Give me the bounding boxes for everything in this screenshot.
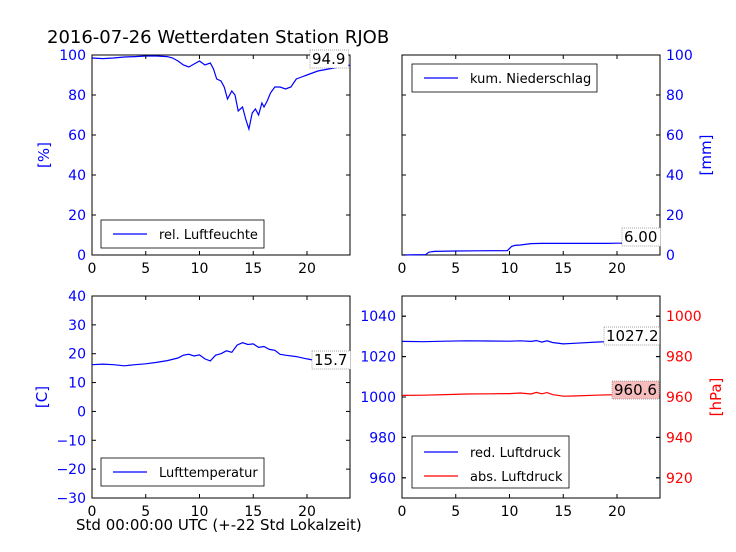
y-tick-label: 1000 xyxy=(360,390,396,406)
temperature-last-value: 15.7 xyxy=(314,351,347,369)
humidity-line xyxy=(91,55,351,132)
absolute-pressure-last-value: 960.6 xyxy=(614,381,657,399)
y-tick-label: 960 xyxy=(666,390,693,406)
legend-label: Lufttemperatur xyxy=(159,466,258,481)
precipitation-last-value: 6.00 xyxy=(624,228,657,246)
precipitation-last-value-box xyxy=(621,227,661,247)
y-tick-label: −10 xyxy=(56,433,86,449)
y-tick-label: 0 xyxy=(77,404,86,420)
y-tick-label: 0 xyxy=(666,248,675,264)
reduced-pressure-last-value-box xyxy=(603,326,660,346)
reduced-pressure-line xyxy=(401,339,661,345)
humidity-last-value-box xyxy=(309,49,349,69)
y-tick-label: 920 xyxy=(666,471,693,487)
y-tick-label: 1040 xyxy=(360,309,396,325)
legend-box xyxy=(411,435,570,489)
humidity-y-axis-label: [%] xyxy=(35,142,53,168)
y-tick-label: 60 xyxy=(666,128,684,144)
x-tick-label: 0 xyxy=(398,261,407,277)
x-tick-label: 10 xyxy=(191,504,209,520)
x-tick-label: 20 xyxy=(608,261,626,277)
x-tick-label: 5 xyxy=(141,504,150,520)
precipitation-line xyxy=(401,242,660,256)
y-tick-label: 960 xyxy=(369,471,396,487)
y-tick-label: 20 xyxy=(68,347,86,363)
chart-title: 2016-07-26 Wetterdaten Station RJOB xyxy=(47,27,390,48)
x-tick-label: 15 xyxy=(554,261,572,277)
y-tick-label: 40 xyxy=(68,289,86,305)
absolute-pressure-last-value-box xyxy=(611,380,660,400)
precipitation-y-axis-label: [mm] xyxy=(697,135,715,176)
x-axis-label: Std 00:00:00 UTC (+-22 Std Lokalzeit) xyxy=(76,516,362,534)
y-tick-label: 940 xyxy=(666,430,693,446)
x-tick-label: 10 xyxy=(501,504,519,520)
y-tick-label: 1020 xyxy=(360,350,396,366)
y-tick-label: 80 xyxy=(68,88,86,104)
x-tick-label: 5 xyxy=(141,261,150,277)
y-tick-label: 1000 xyxy=(666,309,702,325)
x-tick-label: 15 xyxy=(554,504,572,520)
x-tick-label: 20 xyxy=(298,261,316,277)
y-tick-label: 40 xyxy=(68,168,86,184)
y-tick-label: 40 xyxy=(666,168,684,184)
y-tick-label: 0 xyxy=(77,248,86,264)
x-tick-label: 15 xyxy=(244,261,262,277)
x-tick-label: 0 xyxy=(88,261,97,277)
y-tick-label: 60 xyxy=(68,128,86,144)
y-tick-label: 80 xyxy=(666,88,684,104)
x-tick-label: 5 xyxy=(451,261,460,277)
y-tick-label: 20 xyxy=(68,208,86,224)
y-tick-label: 100 xyxy=(59,48,86,64)
y-tick-label: 10 xyxy=(68,376,86,392)
legend-label: kum. Niederschlag xyxy=(470,72,591,87)
y-tick-label: −30 xyxy=(56,491,86,507)
humidity-last-value: 94.9 xyxy=(312,50,345,68)
x-tick-label: 20 xyxy=(608,504,626,520)
x-tick-label: 0 xyxy=(398,504,407,520)
absolute-pressure-line xyxy=(401,391,661,397)
legend-label: rel. Luftfeuchte xyxy=(159,228,258,243)
x-tick-label: 15 xyxy=(244,504,262,520)
y-tick-label: 30 xyxy=(68,318,86,334)
temperature-last-value-box xyxy=(311,350,351,370)
y-tick-label: 100 xyxy=(666,48,693,64)
pressure-y-axis-label: [hPa] xyxy=(707,378,725,417)
x-tick-label: 5 xyxy=(451,504,460,520)
temperature-line xyxy=(91,342,351,367)
y-tick-label: 980 xyxy=(369,430,396,446)
y-tick-label: 980 xyxy=(666,350,693,366)
x-tick-label: 20 xyxy=(298,504,316,520)
legend-label: abs. Luftdruck xyxy=(470,470,563,485)
legend-label: red. Luftdruck xyxy=(470,446,561,461)
y-tick-label: 20 xyxy=(666,208,684,224)
x-tick-label: 10 xyxy=(501,261,519,277)
y-tick-label: −20 xyxy=(56,462,86,478)
x-tick-label: 0 xyxy=(88,504,97,520)
x-tick-label: 10 xyxy=(191,261,209,277)
temperature-y-axis-label: [C] xyxy=(33,386,51,408)
reduced-pressure-last-value: 1027.2 xyxy=(606,327,659,345)
